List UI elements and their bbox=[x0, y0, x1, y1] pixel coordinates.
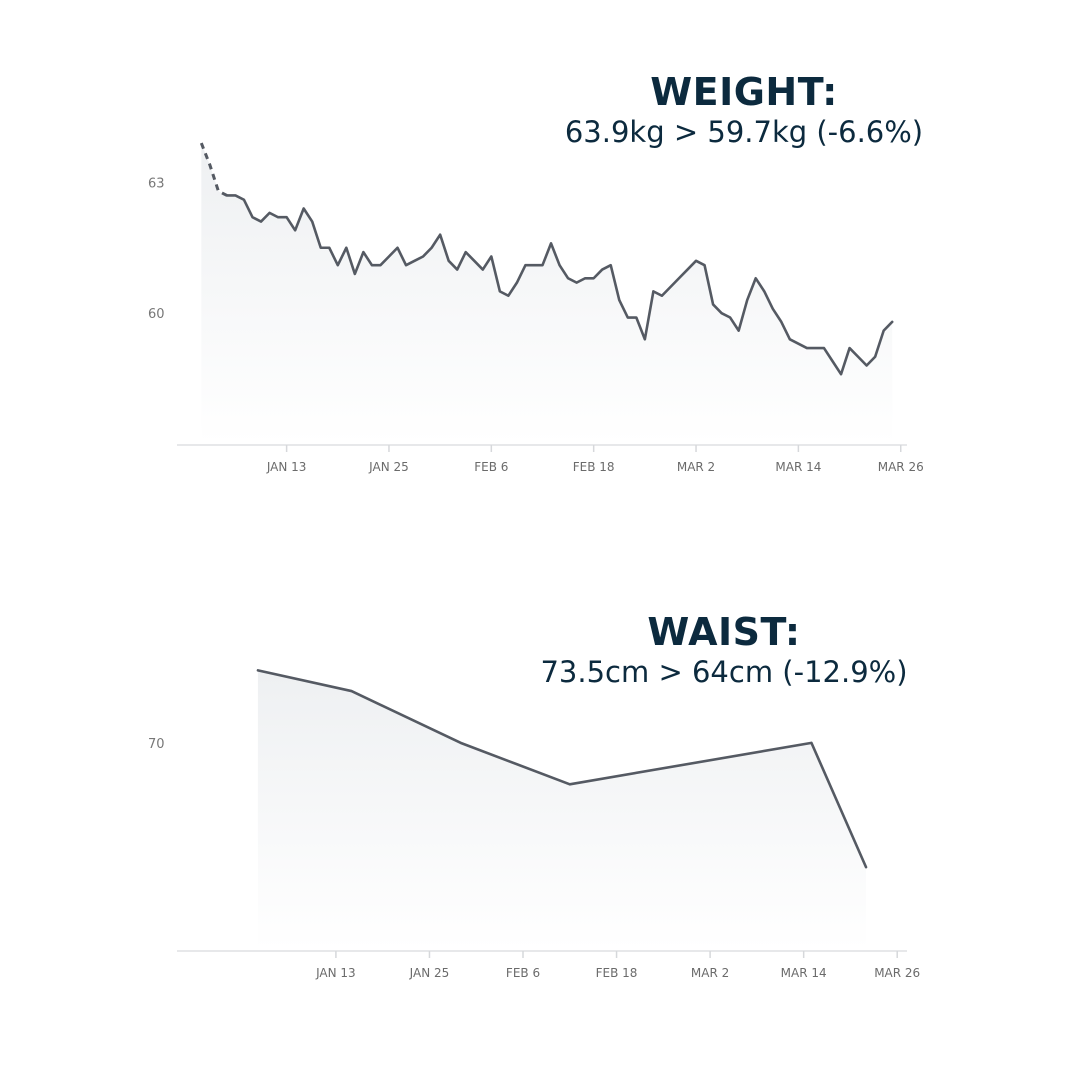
x-tick-label: JAN 25 bbox=[409, 966, 450, 980]
x-tick-label: FEB 6 bbox=[474, 460, 508, 474]
waist-change-summary: 73.5cm > 64cm (-12.9%) bbox=[540, 655, 908, 689]
series-area bbox=[257, 670, 867, 950]
x-tick-label: JAN 25 bbox=[368, 460, 409, 474]
x-tick-label: MAR 14 bbox=[775, 460, 821, 474]
x-tick-label: MAR 26 bbox=[878, 460, 924, 474]
x-tick-label: MAR 14 bbox=[781, 966, 827, 980]
x-tick-label: JAN 13 bbox=[266, 460, 307, 474]
y-tick-label: 63 bbox=[148, 176, 165, 191]
weight-chart: JAN 13 JAN 25 FEB 6 FEB 18 MAR 2 MAR 14 MAR 26… bbox=[148, 142, 924, 474]
x-tick-label: JAN 13 bbox=[315, 966, 356, 980]
y-tick-label: 60 bbox=[148, 307, 165, 322]
weight-panel: JAN 13 JAN 25 FEB 6 FEB 18 MAR 2 MAR 14 MAR 26… bbox=[148, 70, 924, 474]
x-tick-label: MAR 26 bbox=[874, 966, 920, 980]
y-tick-label: 70 bbox=[148, 737, 165, 752]
x-tick-label: MAR 2 bbox=[691, 966, 729, 980]
series-line bbox=[225, 194, 894, 376]
waist-title: WAIST: bbox=[647, 610, 801, 654]
series-line bbox=[256, 669, 868, 869]
series-line-dashed bbox=[199, 142, 228, 197]
waist-chart: JAN 13 JAN 25 FEB 6 FEB 18 MAR 2 MAR 14 MAR 26… bbox=[148, 669, 920, 980]
series-area bbox=[201, 143, 893, 445]
x-tick-label: FEB 18 bbox=[596, 966, 638, 980]
weight-title: WEIGHT: bbox=[650, 70, 838, 114]
waist-panel: JAN 13 JAN 25 FEB 6 FEB 18 MAR 2 MAR 14 MAR 26… bbox=[0, 540, 1080, 1080]
x-tick-label: FEB 6 bbox=[506, 966, 540, 980]
weight-change-summary: 63.9kg > 59.7kg (-6.6%) bbox=[564, 115, 924, 149]
x-tick-label: FEB 18 bbox=[573, 460, 615, 474]
x-tick-label: MAR 2 bbox=[677, 460, 715, 474]
